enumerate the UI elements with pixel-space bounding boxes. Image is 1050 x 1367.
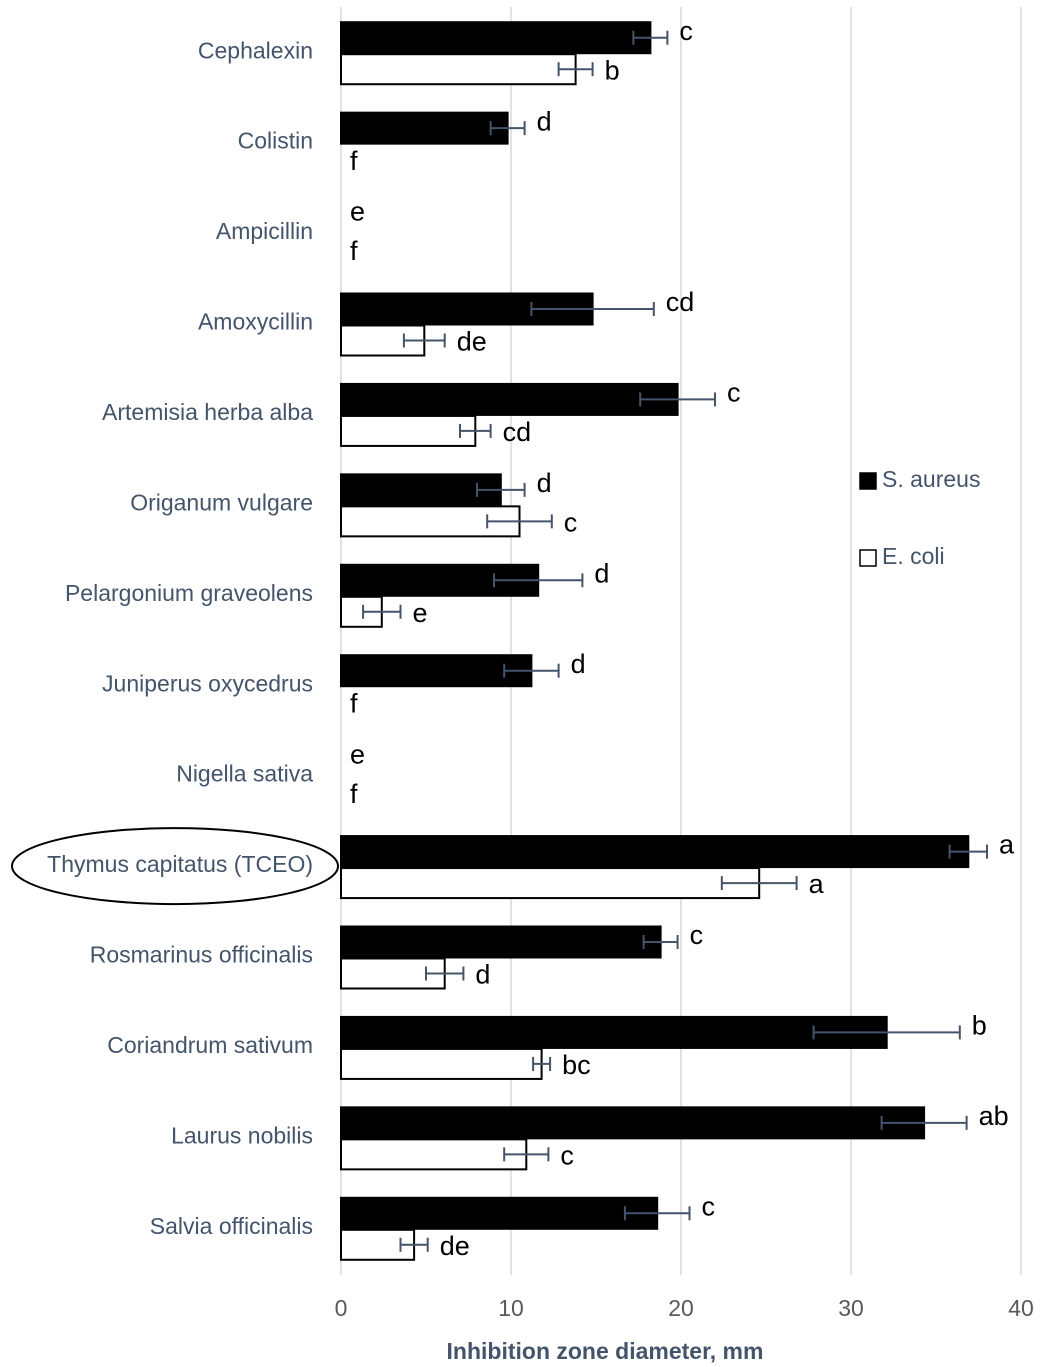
error-bar [425,966,465,981]
error-bar [399,1237,429,1252]
error-bar [402,333,446,348]
significance-letter: d [571,649,586,679]
error-bar [493,573,584,588]
error-bar [642,935,679,949]
bar [340,835,970,869]
error-bar [489,121,526,136]
significance-letter: c [564,507,578,537]
bar [340,1015,888,1049]
significance-letter: c [560,1140,574,1170]
error-bar [503,663,560,678]
bar [340,382,679,416]
error-bar [362,604,402,619]
error-bar [812,1025,961,1040]
error-bar [639,392,716,407]
significance-letter: d [475,960,490,990]
error-bar [557,62,594,77]
bar [340,867,761,900]
category-label: Artemisia herba alba [102,399,313,425]
bar [340,1138,528,1171]
category-label: Coriandrum sativum [107,1032,313,1058]
significance-letter: b [972,1011,987,1041]
legend-swatch [859,549,877,567]
category-label: Laurus nobilis [171,1122,313,1148]
error-bar [623,1206,691,1221]
category-label: Juniperus oxycedrus [102,670,313,696]
significance-letter: ab [979,1101,1009,1131]
significance-letter: de [457,327,487,357]
bar [340,473,502,507]
category-label: Salvia officinalis [150,1213,313,1239]
bar [340,53,577,86]
x-tick-label: 40 [1008,1295,1034,1321]
legend-label: E. coli [882,543,945,569]
category-label: Nigella sativa [176,761,313,787]
significance-letter: e [350,739,365,769]
x-tick-label: 20 [668,1295,694,1321]
significance-letter: f [350,779,358,809]
bar [340,111,509,145]
significance-letter: cd [503,417,532,447]
error-bar [530,302,655,316]
x-tick-label: 30 [838,1295,864,1321]
bar [340,414,477,447]
error-bar [720,876,798,891]
error-bar [459,423,492,438]
category-label: Amoxycillin [198,309,313,335]
x-tick-label: 0 [335,1295,348,1321]
category-label: Thymus capitatus (TCEO) [47,851,313,877]
error-bar [476,482,526,497]
significance-letter: d [594,558,609,588]
category-label: Rosmarinus officinalis [90,942,313,968]
bar [340,1106,926,1140]
x-axis-title: Inhibition zone diameter, mm [447,1338,764,1364]
error-bar [632,30,669,45]
significance-letter: c [690,920,704,950]
significance-letter: e [350,197,365,227]
significance-letter: f [350,146,358,176]
category-label: Origanum vulgare [130,489,313,515]
legend-label: S. aureus [882,466,980,492]
error-bar [486,514,553,529]
significance-letter: bc [562,1050,591,1080]
significance-letter: b [605,55,620,85]
x-tick-label: 10 [498,1295,524,1321]
significance-letter: a [809,869,825,899]
legend-swatch [859,472,877,490]
significance-letter: d [537,106,552,136]
significance-letter: de [440,1231,470,1261]
error-bar [948,844,988,859]
significance-letter: c [727,378,741,408]
bar [340,1047,543,1080]
error-bar [532,1056,552,1071]
significance-letter: e [413,598,428,628]
significance-letter: f [350,236,358,266]
significance-letter: d [537,468,552,498]
category-label: Pelargonium graveolens [65,580,313,606]
significance-letter: a [999,830,1015,860]
error-bar [503,1147,550,1162]
significance-letter: c [702,1191,716,1221]
significance-letter: f [350,688,358,718]
highlight-ellipse [11,827,339,906]
category-label: Ampicillin [216,218,313,244]
significance-letter: c [679,16,693,46]
error-bar [880,1115,968,1130]
bar [340,21,652,55]
category-label: Cephalexin [198,37,313,63]
bar [340,1196,659,1230]
significance-letter: cd [666,287,695,317]
bar [340,654,533,688]
bar [340,925,662,959]
category-label: Colistin [238,128,313,154]
